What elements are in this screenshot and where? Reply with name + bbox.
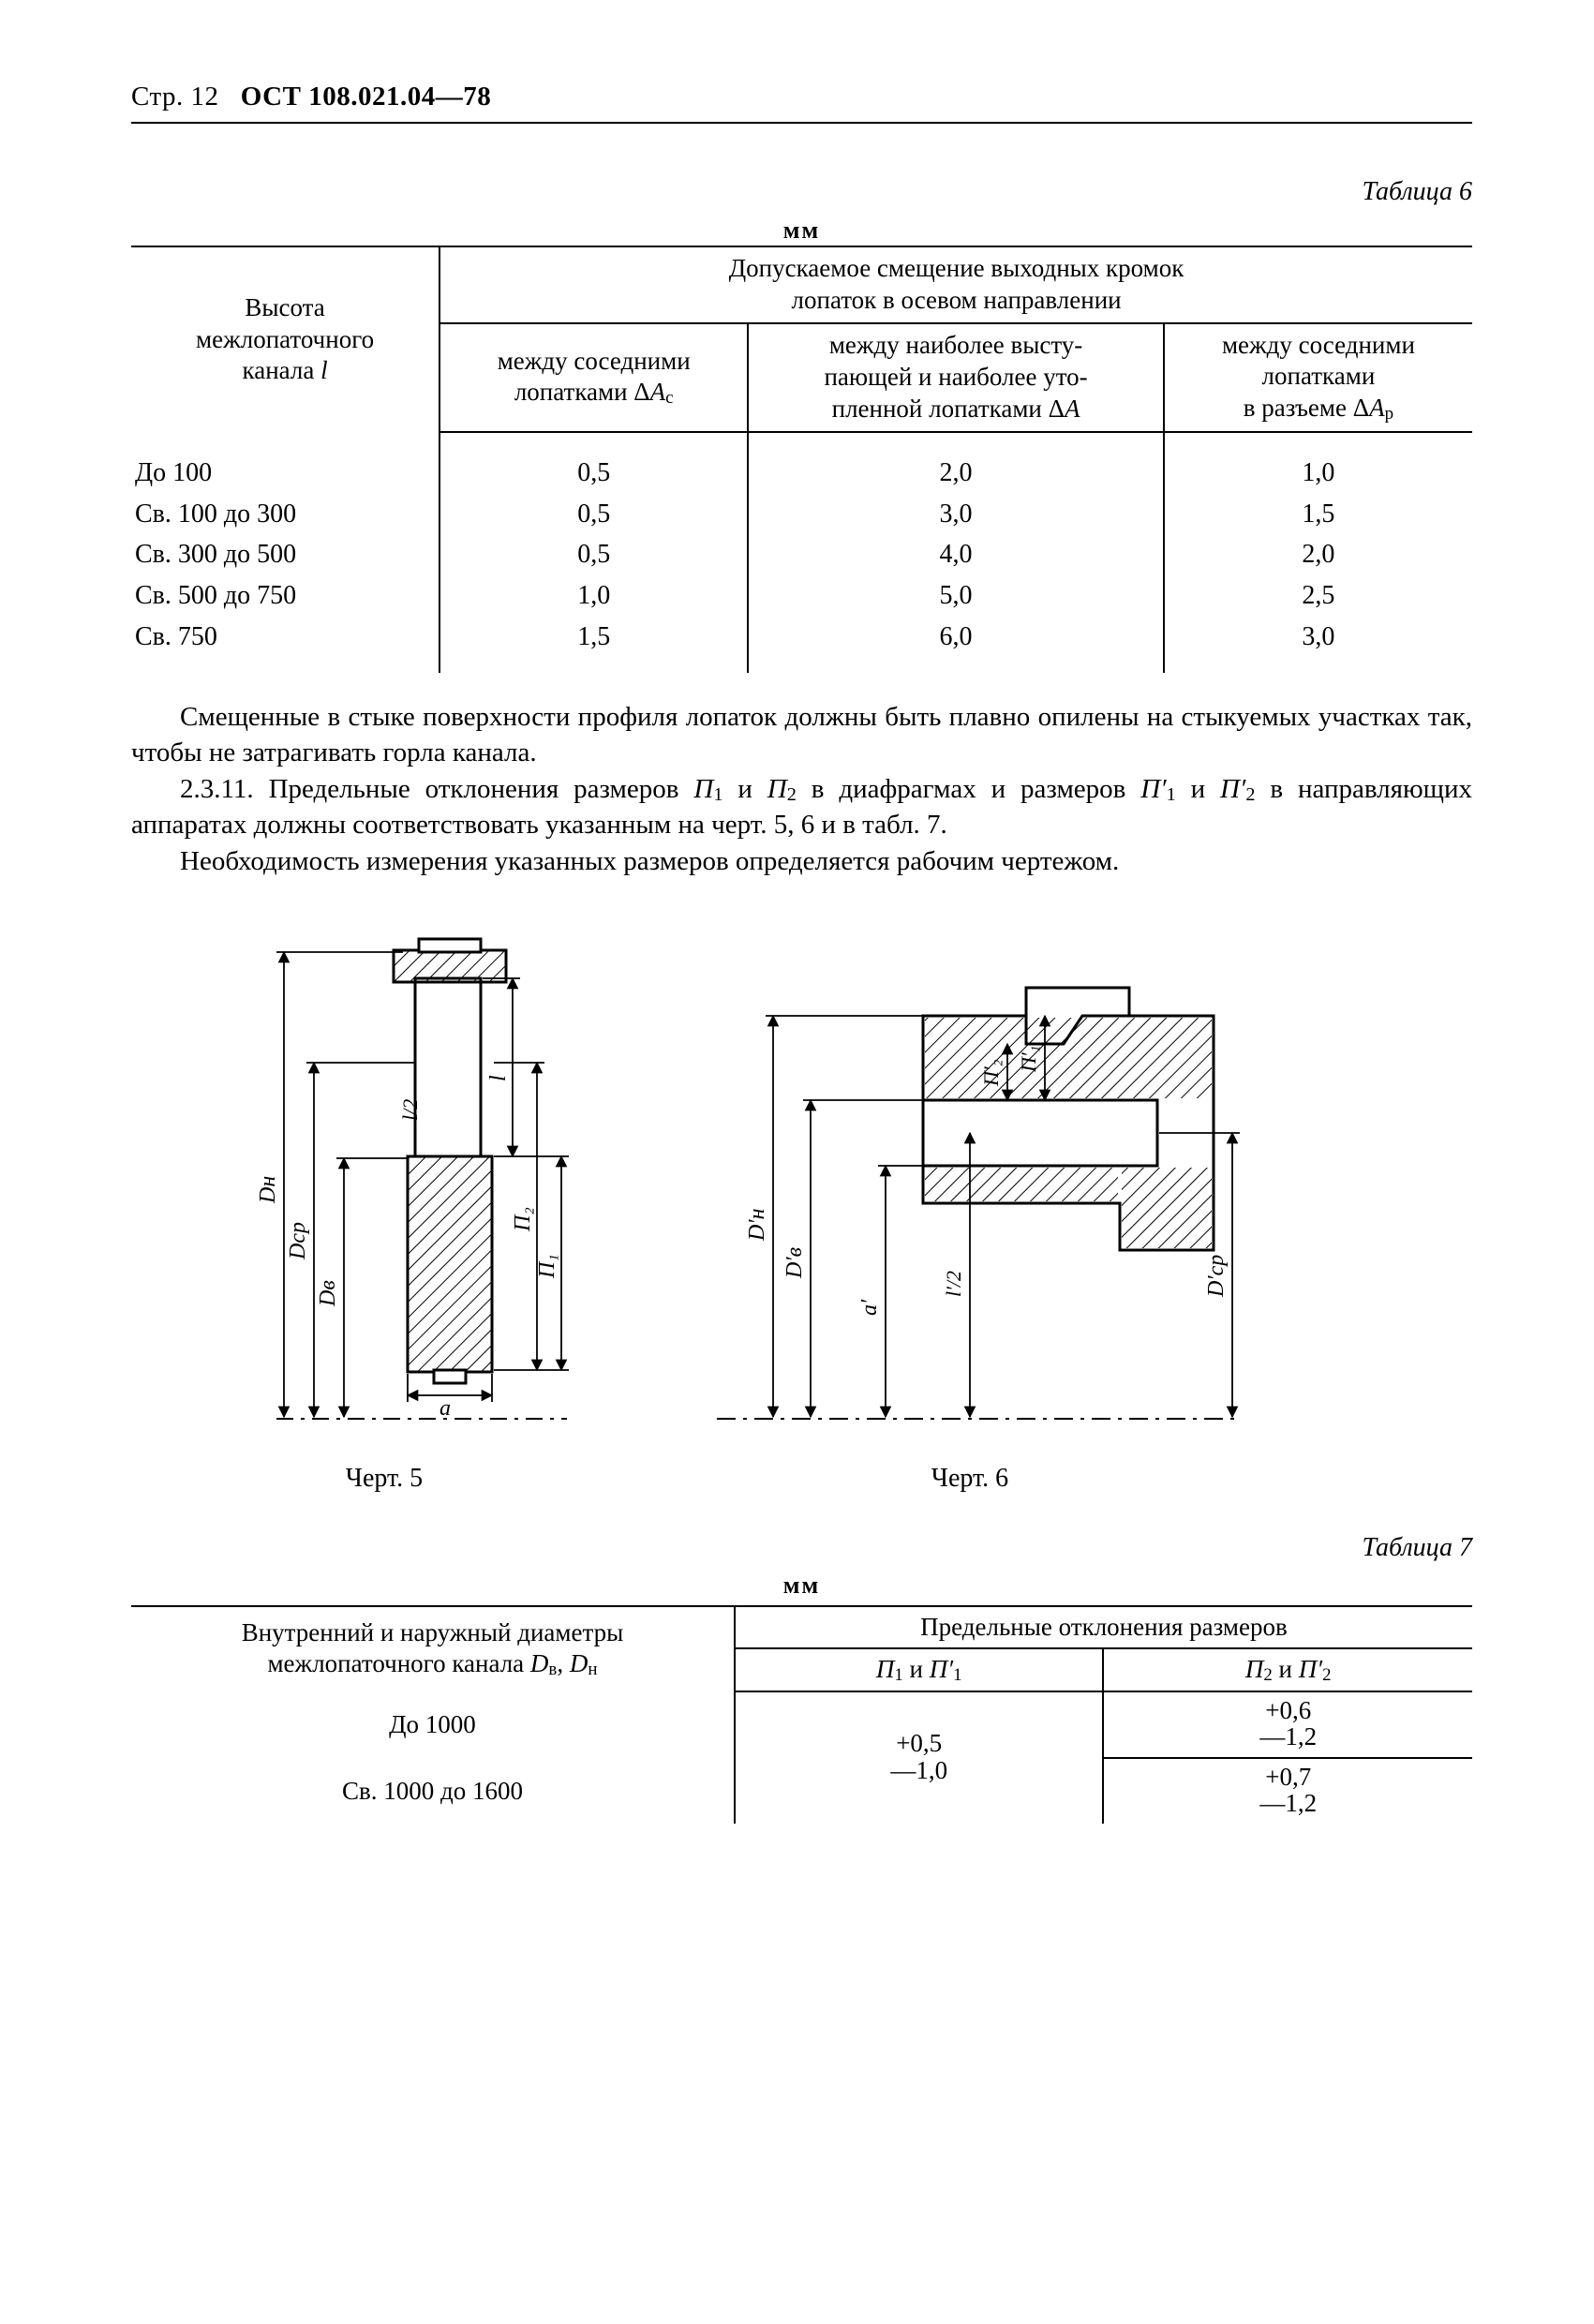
t6-l: До 100 — [131, 453, 439, 494]
svg-text:П₂: П₂ — [511, 1207, 535, 1232]
t6-l: Св. 750 — [131, 617, 439, 658]
t7-p1-bot: —1,0 — [890, 1757, 947, 1783]
t6-head-c: между соседнимилопаткамив разъеме ΔAр — [1164, 323, 1472, 432]
svg-text:a′: a′ — [857, 1299, 882, 1316]
table7-title: Таблица 7 — [131, 1531, 1472, 1565]
table7: Внутренний и наружный диаметрымежлопаточ… — [131, 1605, 1472, 1825]
drawing-5-svg: Dн Dср Dв l l/2 П₁ П₂ a — [183, 922, 586, 1447]
page-number: Стр. 12 — [131, 82, 219, 112]
t7-p2-bot: —1,2 — [1259, 1723, 1317, 1750]
body-text: Смещенные в стыке поверхности профиля ло… — [131, 699, 1472, 879]
t6-c: 1,5 — [1164, 494, 1472, 535]
t6-a: 0,5 — [439, 494, 748, 535]
t7-p2-top: +0,7 — [1259, 1764, 1317, 1790]
svg-text:П′₂: П′₂ — [979, 1059, 1003, 1087]
t6-l: Св. 100 до 300 — [131, 494, 439, 535]
t6-c: 1,0 — [1164, 453, 1472, 494]
t6-a: 0,5 — [439, 534, 748, 575]
paragraph: Смещенные в стыке поверхности профиля ло… — [131, 699, 1472, 771]
t6-head-a: между соседнимилопатками ΔAс — [439, 323, 748, 432]
t6-c: 2,0 — [1164, 534, 1472, 575]
svg-text:П′₁: П′₁ — [1017, 1045, 1040, 1072]
t6-b: 4,0 — [748, 534, 1164, 575]
t6-head-span: Допускаемое смещение выходных кромоклопа… — [439, 246, 1472, 323]
svg-text:a: a — [439, 1396, 451, 1421]
drawing-6-svg: D′н D′в a′ l′/2 П′₂ П′₁ D′ср — [689, 922, 1251, 1447]
t6-b: 6,0 — [748, 617, 1164, 658]
table-row: Св. 300 до 500 0,5 4,0 2,0 — [131, 534, 1472, 575]
table-row: Св. 500 до 750 1,0 5,0 2,5 — [131, 575, 1472, 617]
t6-b: 2,0 — [748, 453, 1164, 494]
drawing-6: D′н D′в a′ l′/2 П′₂ П′₁ D′ср — [689, 922, 1251, 1496]
t6-head-b: между наиболее высту-пающей и наиболее у… — [748, 323, 1164, 432]
drawing-6-caption: Черт. 6 — [931, 1462, 1008, 1496]
svg-text:l: l — [486, 1075, 511, 1081]
svg-text:Dн: Dн — [256, 1175, 280, 1203]
table-row: Св. 100 до 300 0,5 3,0 1,5 — [131, 494, 1472, 535]
t7-head-p2: П2 и П′2 — [1103, 1648, 1472, 1691]
t6-l: Св. 500 до 750 — [131, 575, 439, 617]
svg-text:D′в: D′в — [782, 1247, 807, 1279]
table-row: Св. 750 1,5 6,0 3,0 — [131, 617, 1472, 658]
svg-text:l/2: l/2 — [398, 1099, 422, 1121]
table-row: До 100 0,5 2,0 1,0 — [131, 453, 1472, 494]
t7-head-left: Внутренний и наружный диаметрымежлопаточ… — [131, 1606, 735, 1691]
t7-p2-top: +0,6 — [1259, 1697, 1317, 1723]
t6-b: 5,0 — [748, 575, 1164, 617]
paragraph: Необходимость измерения указанных размер… — [131, 843, 1472, 879]
t7-head-span: Предельные отклонения размеров — [735, 1606, 1472, 1648]
svg-text:Dв: Dв — [316, 1280, 340, 1307]
table6-title: Таблица 6 — [131, 175, 1472, 209]
svg-text:l′/2: l′/2 — [942, 1271, 965, 1297]
t6-head-l: Высотамежлопаточногоканала l — [131, 246, 439, 432]
t7-p1: +0,5 —1,0 — [735, 1691, 1104, 1825]
t6-c: 3,0 — [1164, 617, 1472, 658]
t7-d: До 1000 — [131, 1691, 735, 1758]
table-row: До 1000 +0,5 —1,0 +0,6 —1,2 — [131, 1691, 1472, 1758]
table7-unit: мм — [131, 1570, 1472, 1601]
t6-a: 0,5 — [439, 453, 748, 494]
t6-c: 2,5 — [1164, 575, 1472, 617]
t7-p2: +0,7 —1,2 — [1103, 1758, 1472, 1824]
svg-text:D′н: D′н — [745, 1208, 769, 1242]
drawing-5: Dн Dср Dв l l/2 П₁ П₂ a — [183, 922, 586, 1496]
t7-d: Св. 1000 до 1600 — [131, 1758, 735, 1824]
table6: Высотамежлопаточногоканала l Допускаемое… — [131, 246, 1472, 673]
standard-code: ОСТ 108.021.04—78 — [241, 82, 491, 112]
t6-b: 3,0 — [748, 494, 1164, 535]
page-header: Стр. 12 ОСТ 108.021.04—78 — [131, 80, 1472, 124]
t7-p2-bot: —1,2 — [1259, 1790, 1317, 1816]
t6-a: 1,5 — [439, 617, 748, 658]
paragraph: 2.3.11. Предельные отклонения размеров П… — [131, 771, 1472, 843]
table6-unit: мм — [131, 215, 1472, 246]
t6-l: Св. 300 до 500 — [131, 534, 439, 575]
drawings-row: Dн Dср Dв l l/2 П₁ П₂ a — [131, 922, 1472, 1496]
t6-head-l-text: Высотамежлопаточногоканала l — [196, 293, 374, 385]
svg-text:D′ср: D′ср — [1204, 1255, 1229, 1298]
t6-a: 1,0 — [439, 575, 748, 617]
svg-text:П₁: П₁ — [535, 1254, 559, 1279]
t7-p1-top: +0,5 — [890, 1730, 947, 1756]
t7-head-p1: П1 и П′1 — [735, 1648, 1104, 1691]
t6-body: До 100 0,5 2,0 1,0 Св. 100 до 300 0,5 3,… — [131, 432, 1472, 673]
drawing-5-caption: Черт. 5 — [346, 1462, 423, 1496]
t7-p2: +0,6 —1,2 — [1103, 1691, 1472, 1758]
svg-text:Dср: Dср — [286, 1222, 310, 1260]
